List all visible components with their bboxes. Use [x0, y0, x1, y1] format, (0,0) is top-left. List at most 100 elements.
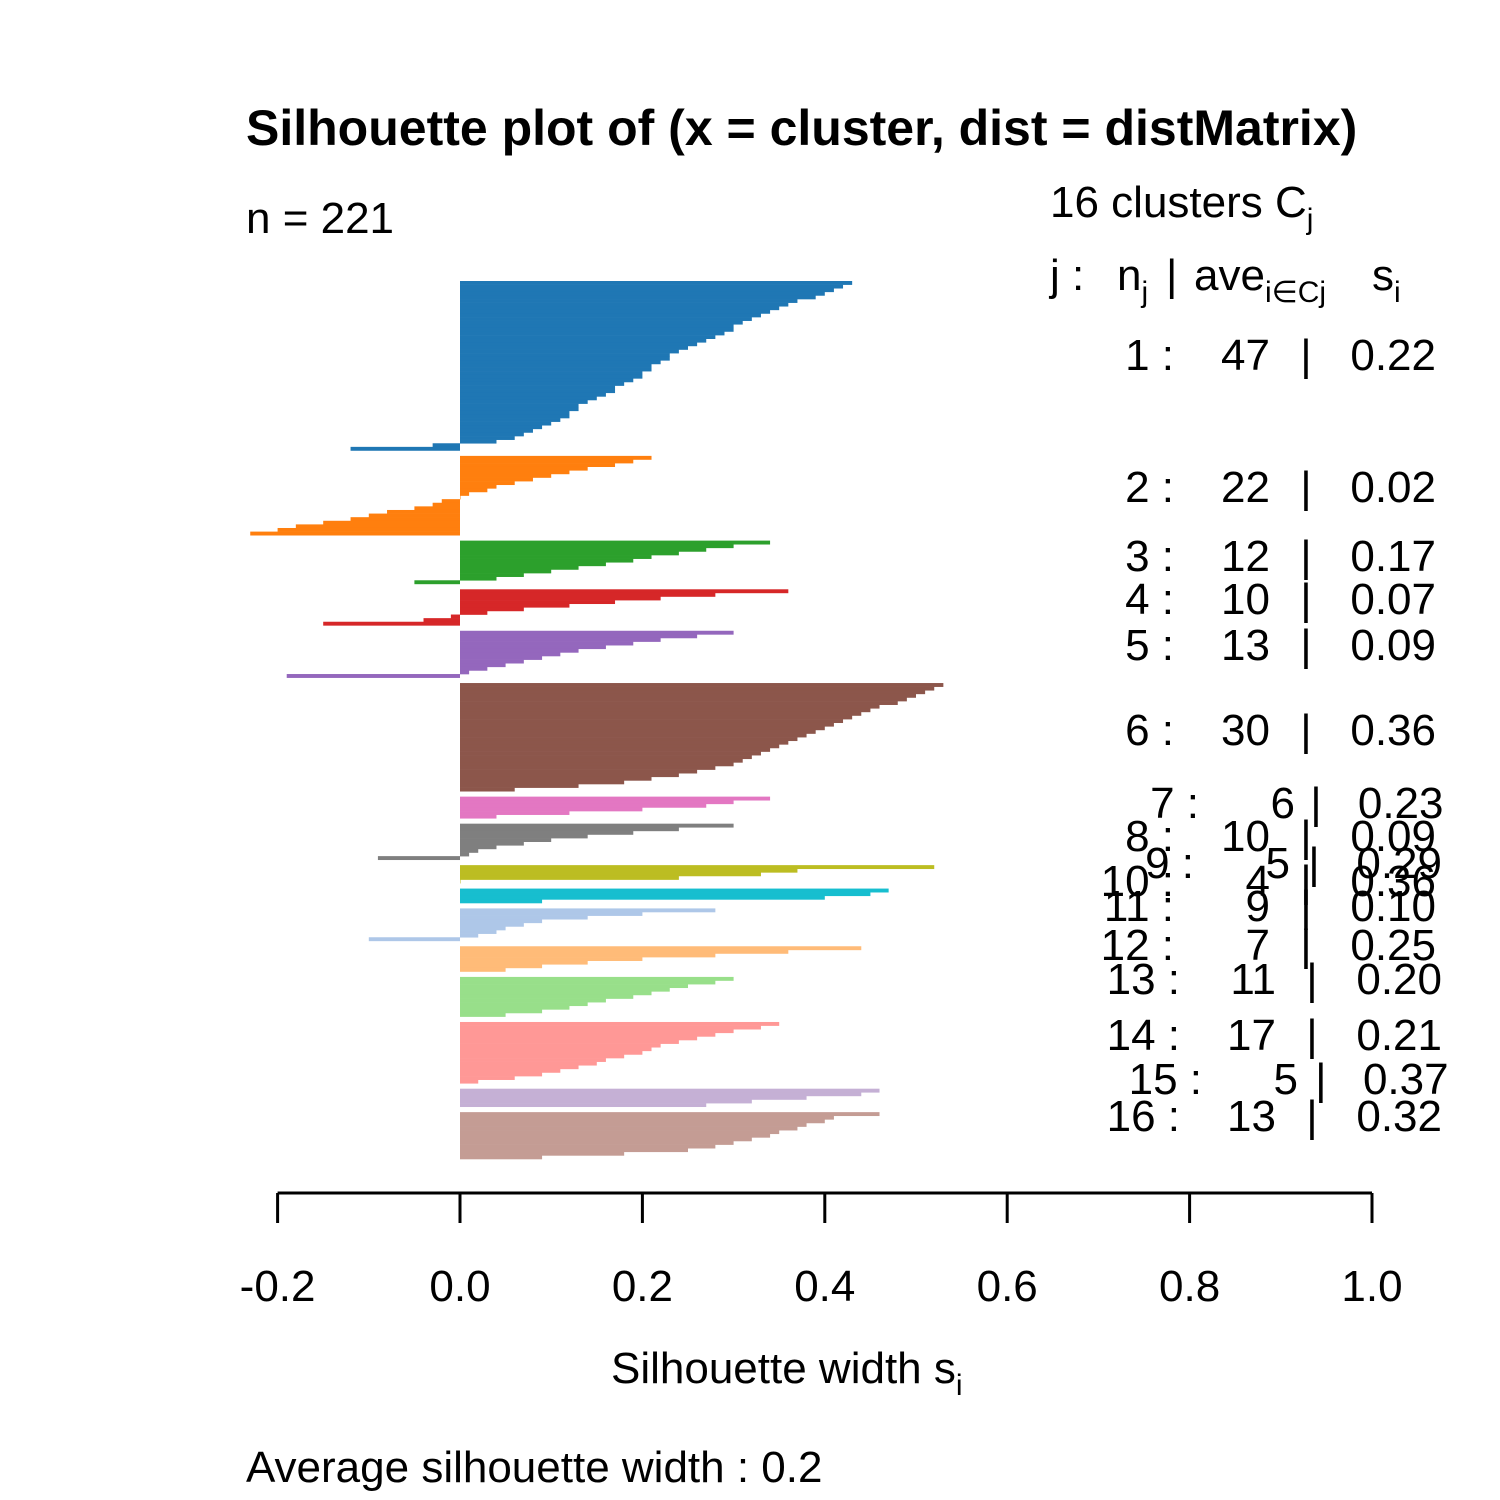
silhouette-bar — [460, 715, 853, 720]
legend-col-bar: | — [1166, 251, 1177, 300]
silhouette-bar — [460, 875, 679, 880]
silhouette-bar — [460, 1137, 752, 1142]
silhouette-bar — [460, 1088, 880, 1093]
silhouette-bar — [460, 865, 935, 870]
cluster-separator: | — [1300, 921, 1311, 970]
silhouette-bar — [460, 1040, 679, 1044]
silhouette-bar — [460, 729, 816, 734]
silhouette-bar — [460, 284, 844, 289]
silhouette-bar — [460, 912, 643, 916]
silhouette-bar — [460, 733, 807, 738]
silhouette-bar — [460, 295, 816, 300]
silhouette-bar — [460, 607, 524, 612]
silhouette-bar — [460, 1095, 807, 1100]
silhouette-bar — [460, 1005, 570, 1010]
cluster-separator: | — [1300, 812, 1311, 861]
x-tick-label: 0.4 — [794, 1262, 855, 1311]
cluster-index: 1 : — [1125, 331, 1174, 380]
cluster-index: 14 : — [1107, 1011, 1180, 1060]
cluster-size: 5 — [1266, 839, 1290, 888]
cluster-5-bars — [286, 630, 734, 678]
cluster-index: 15 : — [1129, 1055, 1202, 1104]
silhouette-bar — [460, 1144, 716, 1149]
silhouette-bar — [460, 1002, 588, 1007]
silhouette-bar — [460, 1122, 807, 1127]
silhouette-bar — [460, 744, 780, 749]
cluster-average: 0.17 — [1350, 532, 1436, 581]
x-tick-label: -0.2 — [240, 1262, 316, 1311]
cluster-6-bars — [460, 683, 944, 792]
cluster-separator: | — [1315, 1055, 1326, 1104]
silhouette-bar — [460, 1119, 825, 1124]
cluster-labels: 1 :47 | 0.222 :22 | 0.023 :12 | 0.174 :10 | 0.07… — [1101, 331, 1449, 1141]
silhouette-bar — [377, 856, 460, 861]
silhouette-bar — [286, 674, 460, 678]
silhouette-bar — [450, 614, 460, 619]
silhouette-bar — [460, 353, 670, 358]
silhouette-bar — [460, 288, 834, 293]
silhouette-bar — [460, 1012, 506, 1017]
silhouette-bar — [460, 299, 798, 303]
silhouette-bar — [460, 964, 543, 969]
cluster-15-label: 15 : 5 | 0.37 — [1129, 1055, 1449, 1104]
silhouette-bar — [460, 946, 862, 951]
cluster-8-bars — [377, 823, 734, 861]
silhouette-bar — [460, 899, 543, 904]
silhouette-bar — [460, 1021, 780, 1026]
cluster-size: 13 — [1227, 1092, 1276, 1141]
cluster-separator: | — [1300, 857, 1311, 906]
cluster-1-bars — [350, 281, 853, 451]
silhouette-bar — [460, 872, 761, 877]
silhouette-bar — [323, 520, 460, 525]
silhouette-bar — [460, 755, 752, 760]
cluster-index: 12 : — [1101, 921, 1174, 970]
cluster-index: 6 : — [1125, 706, 1174, 755]
cluster-11-label: 11 : 9 | 0.10 — [1104, 882, 1436, 931]
cluster-average: 0.09 — [1350, 812, 1436, 861]
silhouette-bar — [460, 313, 761, 318]
silhouette-bar — [460, 762, 734, 767]
cluster-average: 0.02 — [1350, 463, 1436, 512]
cluster-13-bars — [460, 976, 734, 1017]
cluster-average: 0.36 — [1350, 706, 1436, 755]
silhouette-bar — [460, 765, 716, 770]
silhouette-bar — [460, 439, 497, 444]
silhouette-bar — [460, 922, 524, 927]
x-axis-label: Silhouette width si — [611, 1344, 963, 1402]
silhouette-bar — [460, 610, 488, 615]
silhouette-bar — [460, 976, 734, 981]
legend-col-n-sub: j — [1140, 276, 1148, 309]
silhouette-bar — [460, 495, 461, 500]
silhouette-bar — [460, 800, 734, 805]
cluster-11-bars — [368, 908, 716, 942]
legend-col-s: s — [1372, 251, 1394, 300]
legend-title-sub: j — [1306, 203, 1314, 236]
x-axis-label-text: Silhouette width s — [611, 1344, 956, 1393]
silhouette-bar — [460, 987, 670, 992]
silhouette-bar — [460, 967, 506, 972]
silhouette-bar — [460, 980, 716, 985]
silhouette-bar — [460, 656, 543, 660]
silhouette-bar — [460, 652, 561, 657]
silhouette-bar — [460, 895, 825, 900]
silhouette-bar — [460, 892, 871, 897]
silhouette-bar — [460, 421, 552, 426]
silhouette-bar — [460, 1047, 652, 1052]
cluster-average: 0.09 — [1350, 621, 1436, 670]
x-tick-label: 0.8 — [1159, 1262, 1220, 1311]
cluster-size: 10 — [1221, 812, 1270, 861]
cluster-14-label: 14 : 17 | 0.21 — [1107, 1011, 1442, 1060]
silhouette-bar — [460, 845, 497, 850]
silhouette-bar — [460, 930, 497, 934]
silhouette-bar — [460, 726, 825, 731]
cluster-average: 0.20 — [1356, 955, 1442, 1004]
silhouette-bar — [460, 926, 506, 931]
silhouette-bar — [460, 302, 789, 307]
silhouette-bar — [460, 396, 597, 401]
silhouette-bar — [460, 1050, 643, 1055]
cluster-2-label: 2 : 22 | 0.02 — [1125, 463, 1436, 512]
silhouette-bar — [460, 488, 488, 493]
x-axis-label-sub: i — [956, 1369, 963, 1402]
cluster-average: 0.25 — [1350, 921, 1436, 970]
silhouette-bar — [460, 565, 579, 570]
